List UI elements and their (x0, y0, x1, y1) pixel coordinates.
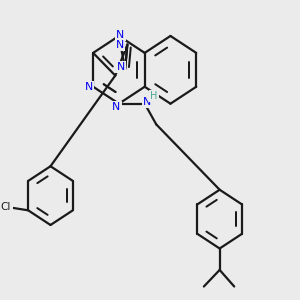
Text: N: N (116, 40, 124, 50)
Text: H: H (150, 91, 158, 101)
Text: N: N (116, 30, 124, 40)
Text: N: N (116, 62, 125, 72)
Text: N: N (112, 102, 121, 112)
Text: Cl: Cl (0, 202, 10, 212)
Text: N: N (85, 82, 93, 92)
Text: N: N (143, 97, 151, 106)
